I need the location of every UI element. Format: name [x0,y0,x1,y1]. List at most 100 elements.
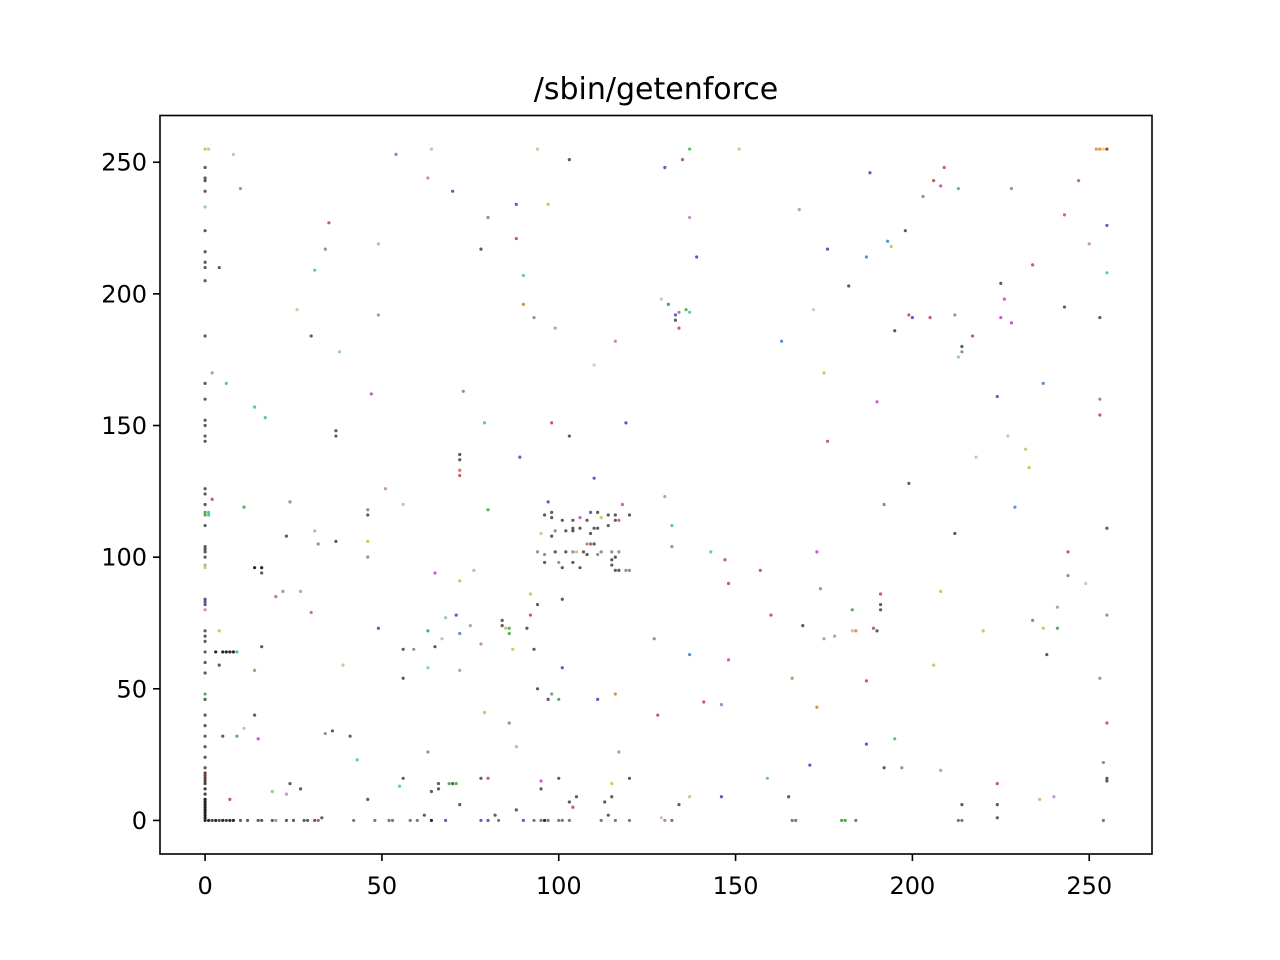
scatter-point [592,476,596,480]
scatter-point [688,795,692,799]
scatter-point [221,734,225,738]
scatter-point [535,147,540,151]
scatter-point [599,818,603,823]
scatter-point [571,518,575,522]
scatter-point [486,776,490,780]
scatter-point [376,242,380,246]
scatter-point [217,663,221,667]
scatter-point [617,518,621,522]
scatter-point [659,816,663,820]
scatter-point [726,658,731,662]
scatter-point [284,792,289,796]
scatter-point [571,550,575,554]
scatter-point [401,676,405,680]
scatter-point [451,189,455,193]
scatter-point [818,587,823,591]
scatter-point [493,813,497,817]
scatter-point [882,766,886,770]
scatter-point [928,315,932,320]
scatter-point [726,581,731,586]
scatter-point [960,344,964,349]
scatter-point [401,776,405,780]
scatter-point [408,818,412,823]
scatter-point [613,518,617,522]
scatter-point [960,350,964,354]
scatter-point [203,766,207,770]
scatter-point [875,400,879,404]
scatter-point [550,421,554,425]
scatter-point [203,147,207,151]
scatter-point [557,818,561,823]
scatter-point [458,668,462,672]
scatter-point [1105,147,1109,151]
scatter-point [320,816,324,820]
scatter-point [999,315,1003,320]
scatter-point [242,726,246,730]
scatter-point [394,152,398,156]
scatter-point [330,729,335,733]
scatter-point [1031,618,1035,622]
scatter-point [256,737,260,741]
scatter-point [203,660,207,665]
scatter-point [415,818,419,823]
scatter-point [921,194,925,199]
scatter-point [1023,447,1028,451]
scatter-point [564,529,568,533]
scatter-point [610,795,614,799]
scatter-point [203,547,207,551]
scatter-point [553,550,557,554]
scatter-point [228,818,232,823]
x-axis: 0 50 100 150 200 250 [197,854,1112,900]
scatter-point [316,542,320,546]
scatter-point [203,781,207,786]
scatter-point [525,626,529,630]
scatter-point [610,550,614,554]
scatter-point [242,505,246,509]
scatter-point [878,608,883,612]
scatter-point [504,626,508,630]
scatter-point [521,302,525,306]
scatter-point [758,568,762,572]
scatter-point [603,800,607,804]
scatter-point [514,745,518,749]
scatter-point [995,803,999,807]
scatter-point [535,687,540,691]
scatter-point [426,666,430,670]
scatter-point [1101,760,1105,765]
scatter-point [932,179,936,183]
scatter-point [383,487,388,491]
scatter-point [588,531,593,536]
scatter-point [451,781,455,786]
scatter-point [295,308,299,312]
scatter-point [426,176,430,180]
scatter-point [610,781,614,786]
y-tick-label: 250 [101,149,147,177]
scatter-point [893,329,897,333]
scatter-point [677,803,681,807]
points-layer [203,147,1109,823]
scatter-point [1006,434,1010,438]
scatter-point [571,805,575,809]
scatter-point [893,737,897,741]
scatter-point [1055,605,1059,609]
scatter-point [366,513,370,517]
scatter-point [578,526,582,530]
scatter-point [1052,795,1056,799]
scatter-point [574,795,579,799]
scatter-point [871,626,876,630]
scatter-point [543,560,547,565]
scatter-point [433,571,437,575]
scatter-point [217,818,221,823]
scatter-point [557,560,561,565]
x-tick-label: 100 [536,872,582,900]
scatter-point [1098,315,1102,320]
scatter-point [203,803,207,807]
scatter-point [203,671,207,675]
scatter-point [960,803,964,807]
scatter-point [366,508,370,512]
scatter-point [500,624,504,628]
scatter-point [458,631,462,636]
scatter-point [797,208,801,212]
scatter-point [907,481,911,486]
scatter-point [302,818,306,823]
